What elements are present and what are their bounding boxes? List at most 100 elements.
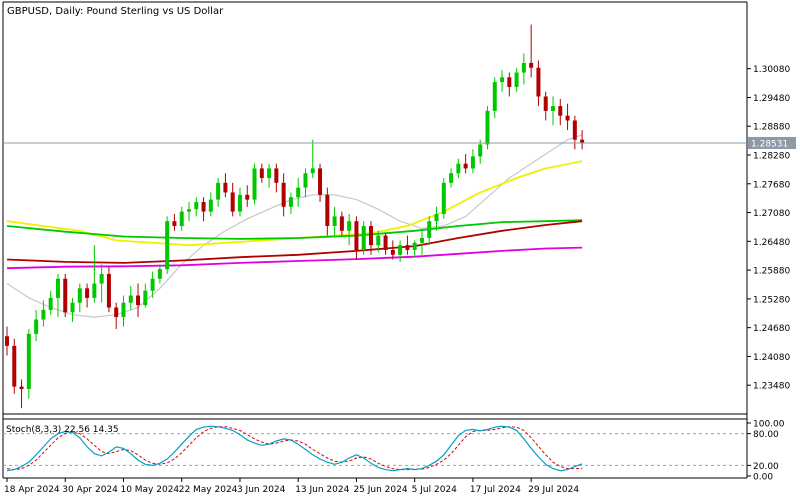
candle-body-58 [427,221,432,238]
candle-2 [19,379,24,409]
candle-body-47 [347,221,352,231]
candle-body-42 [310,168,315,174]
candle-37 [274,163,279,193]
candle-body-34 [252,168,257,200]
candle-body-63 [463,163,468,169]
stoch-tick-label-3: 0.00 [753,473,773,483]
candle-body-24 [179,211,184,226]
candle-39 [288,192,293,214]
time-axis: 18 Apr 2024 30 Apr 2024 10 May 2024 22 May … [4,478,579,495]
candle-60 [441,178,446,219]
candle-body-10 [77,288,82,303]
candle-1 [12,338,17,394]
candle-30 [223,173,228,198]
stoch-tick-label-0: 100.00 [753,420,785,430]
candle-body-41 [303,173,308,188]
candle-47 [347,213,352,246]
candle-body-52 [383,235,388,250]
current-price-label: 1.28531 [751,139,788,149]
candle-body-29 [216,182,221,200]
candle-45 [332,206,337,236]
candle-31 [230,182,235,217]
candle-59 [434,206,439,231]
candle-body-22 [165,221,170,270]
candle-19 [143,283,148,308]
candle-43 [318,163,323,203]
price-tick-label-8: 1.28280 [753,152,790,162]
candle-body-45 [332,216,337,226]
candle-body-50 [369,225,373,246]
stoch-main-line [6,425,583,472]
candle-body-11 [85,288,90,298]
moving-averages [6,134,583,318]
candle-8 [63,273,68,318]
candle-33 [245,185,250,207]
candle-body-74 [543,96,548,111]
candle-40 [296,178,301,207]
sma_red-line [6,220,583,264]
candle-body-70 [514,72,519,87]
price-tick-label-5: 1.26480 [753,238,790,248]
candle-body-76 [558,106,563,116]
candle-64 [470,149,475,174]
current-price-box [748,136,796,149]
time-tick-label-6: 25 Jun 2024 [353,485,407,495]
time-tick-label-9: 29 Jul 2024 [528,485,579,495]
candle-body-31 [230,192,235,212]
price-axis: 1.23480 1.24080 1.24680 1.25280 1.25880 1.264… [747,65,790,392]
candle-body-18 [136,295,141,306]
candle-body-57 [419,237,424,243]
time-tick-label-8: 17 Jul 2024 [470,485,521,495]
candle-57 [419,230,424,255]
candle-62 [456,158,461,179]
candle-22 [165,216,170,274]
candle-body-5 [41,309,46,320]
candle-body-13 [99,273,104,284]
candle-body-36 [267,168,272,179]
candle-body-21 [157,269,162,279]
price-tick-label-9: 1.28880 [753,123,790,133]
chart-title: GBPUSD, Daily: Pound Sterling vs US Doll… [7,6,224,17]
candle-body-71 [521,62,526,73]
candle-body-27 [201,202,206,212]
candle-44 [325,187,330,236]
stoch-tick-label-2: 20.00 [753,462,779,472]
candle-53 [390,240,395,260]
candle-32 [237,187,242,217]
candle-11 [85,283,90,308]
candle-38 [281,173,286,217]
candle-10 [77,283,82,313]
candle-7 [55,273,60,318]
candle-body-59 [434,213,439,222]
candle-body-7 [55,278,60,298]
price-tick-label-6: 1.27080 [753,209,790,219]
price-tick-label-3: 1.25280 [753,295,790,305]
candle-63 [463,154,468,174]
price-tick-label-1: 1.24080 [753,353,790,363]
candle-body-62 [456,163,461,174]
candle-body-9 [70,302,75,313]
candle-body-54 [398,245,403,255]
candle-body-60 [441,182,446,214]
candle-body-75 [551,106,555,111]
candle-20 [150,271,155,298]
candle-24 [179,206,184,231]
candle-body-64 [470,156,475,169]
candle-body-16 [121,302,126,318]
candle-79 [580,130,585,150]
candle-body-78 [572,120,577,140]
candle-body-72 [529,62,534,68]
candle-18 [136,283,141,318]
candle-65 [478,139,483,164]
candle-body-0 [5,336,9,346]
candle-75 [551,96,555,126]
candle-14 [106,266,111,313]
candle-78 [572,115,577,150]
candle-68 [500,70,505,92]
candle-body-15 [114,307,119,318]
price-tick-label-2: 1.24680 [753,324,790,334]
candle-body-51 [376,235,381,246]
candle-body-44 [325,194,330,226]
candle-body-67 [492,82,497,111]
